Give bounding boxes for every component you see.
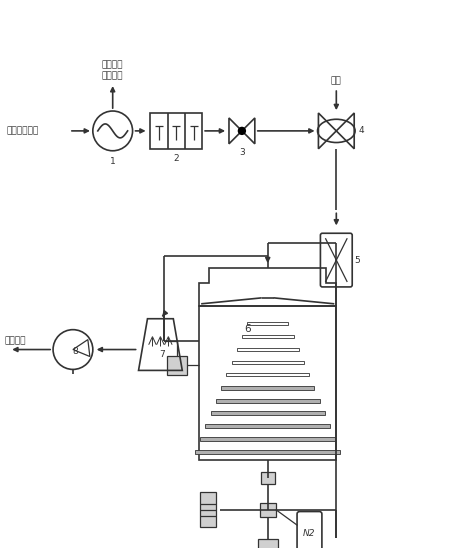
Bar <box>167 355 187 376</box>
Text: 5: 5 <box>354 256 360 265</box>
Bar <box>247 322 288 325</box>
Bar <box>195 450 341 454</box>
Text: 7: 7 <box>160 350 165 359</box>
Text: 8: 8 <box>72 347 78 356</box>
Bar <box>206 424 330 428</box>
Bar <box>151 113 202 149</box>
Text: 剩余热量
回收利用: 剩余热量 回收利用 <box>102 61 124 80</box>
Text: 3: 3 <box>239 148 245 157</box>
Bar <box>261 472 275 483</box>
Bar <box>200 492 216 527</box>
Text: 2: 2 <box>174 154 179 163</box>
Bar <box>211 411 325 415</box>
Text: 4: 4 <box>358 126 364 135</box>
Bar <box>226 373 309 376</box>
Bar <box>200 437 335 441</box>
Circle shape <box>239 128 245 134</box>
Bar <box>242 335 294 338</box>
Text: 大气环境: 大气环境 <box>5 337 26 345</box>
Text: 6: 6 <box>244 324 251 334</box>
Bar <box>199 306 336 460</box>
Bar <box>231 361 304 364</box>
Text: N2: N2 <box>303 529 316 538</box>
Bar <box>221 386 314 390</box>
Bar <box>258 540 278 550</box>
Text: 含苯系物废气: 含苯系物废气 <box>6 126 39 135</box>
Text: 空气: 空气 <box>331 76 342 85</box>
Bar <box>260 503 276 516</box>
Bar <box>216 399 320 403</box>
Text: 1: 1 <box>110 157 115 166</box>
Bar <box>237 348 299 351</box>
